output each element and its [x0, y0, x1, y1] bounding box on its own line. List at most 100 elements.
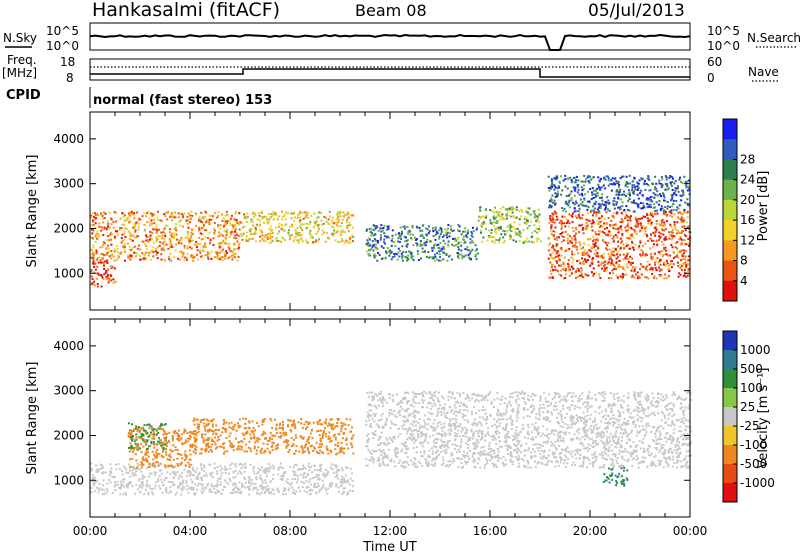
- velocity-scatter-point: [227, 483, 229, 485]
- velocity-scatter-point: [168, 432, 170, 434]
- velocity-scatter-point: [203, 440, 205, 442]
- velocity-scatter-point: [239, 448, 241, 450]
- power-scatter-point: [528, 241, 530, 243]
- velocity-scatter-point: [165, 423, 167, 425]
- velocity-scatter-point: [201, 453, 203, 455]
- velocity-scatter-point: [251, 479, 253, 481]
- power-scatter-point: [562, 262, 564, 264]
- power-scatter-point: [191, 248, 193, 250]
- power-scatter-point: [660, 195, 662, 197]
- power-scatter-point: [620, 208, 622, 210]
- velocity-scatter-point: [282, 475, 284, 477]
- power-scatter-point: [671, 266, 673, 268]
- power-scatter-point: [161, 249, 163, 251]
- power-scatter-point: [661, 241, 663, 243]
- power-scatter-point: [416, 245, 418, 247]
- velocity-scatter-point: [105, 472, 107, 474]
- power-scatter-point: [300, 224, 302, 226]
- power-scatter-point: [587, 238, 589, 240]
- power-scatter-point: [629, 210, 631, 212]
- power-scatter-point: [660, 275, 662, 277]
- colorbar-segment: [723, 139, 737, 160]
- power-scatter-point: [226, 252, 228, 254]
- power-scatter-point: [387, 226, 389, 228]
- power-scatter-point: [97, 283, 99, 285]
- power-scatter-point: [438, 238, 440, 240]
- power-scatter-point: [620, 276, 622, 278]
- power-scatter-point: [599, 197, 601, 199]
- velocity-scatter-point: [142, 484, 144, 486]
- power-scatter-point: [186, 220, 188, 222]
- velocity-scatter-point: [295, 450, 297, 452]
- velocity-scatter-point: [226, 482, 228, 484]
- power-scatter-point: [683, 209, 685, 211]
- power-scatter-point: [607, 200, 609, 202]
- power-scatter-point: [534, 213, 536, 215]
- power-scatter-point: [238, 247, 240, 249]
- velocity-scatter-point: [272, 478, 274, 480]
- velocity-scatter-point: [256, 422, 258, 424]
- power-scatter-point: [181, 238, 183, 240]
- power-scatter-point: [595, 233, 597, 235]
- power-scatter-point: [230, 231, 232, 233]
- power-scatter-point: [195, 225, 197, 227]
- velocity-scatter-point: [241, 485, 243, 487]
- power-scatter-point: [672, 229, 674, 231]
- power-scatter-point: [586, 209, 588, 211]
- power-scatter-point: [618, 264, 620, 266]
- power-scatter-point: [601, 255, 603, 257]
- velocity-scatter-point: [127, 487, 129, 489]
- power-scatter-point: [632, 247, 634, 249]
- power-scatter-point: [565, 203, 567, 205]
- power-scatter-point: [457, 252, 459, 254]
- power-scatter-point: [605, 211, 607, 213]
- power-scatter-point: [461, 257, 463, 259]
- power-scatter-point: [641, 249, 643, 251]
- power-scatter-point: [639, 179, 641, 181]
- velocity-scatter-point: [179, 484, 181, 486]
- power-scatter-point: [549, 262, 551, 264]
- power-scatter-point: [500, 218, 502, 220]
- power-scatter-point: [341, 238, 343, 240]
- power-scatter-point: [150, 213, 152, 215]
- power-scatter-point: [616, 253, 618, 255]
- power-scatter-point: [522, 229, 524, 231]
- power-scatter-point: [224, 252, 226, 254]
- power-scatter-point: [661, 221, 663, 223]
- power-scatter-point: [671, 239, 673, 241]
- power-scatter-point: [646, 214, 648, 216]
- power-scatter-point: [268, 213, 270, 215]
- power-scatter-point: [204, 254, 206, 256]
- power-scatter-point: [481, 241, 483, 243]
- power-scatter-point: [671, 212, 673, 214]
- velocity-scatter-point: [194, 439, 196, 441]
- velocity-scatter-point: [346, 437, 348, 439]
- power-scatter-point: [591, 263, 593, 265]
- power-scatter-point: [305, 227, 307, 229]
- power-scatter-point: [204, 236, 206, 238]
- power-scatter-point: [121, 237, 123, 239]
- power-scatter-point: [449, 235, 451, 237]
- power-scatter-point: [124, 220, 126, 222]
- power-scatter-point: [344, 242, 346, 244]
- power-scatter-point: [219, 256, 221, 258]
- power-scatter-point: [401, 245, 403, 247]
- power-scatter-point: [567, 234, 569, 236]
- power-scatter-point: [116, 245, 118, 247]
- power-scatter-point: [603, 265, 605, 267]
- power-scatter-point: [94, 212, 96, 214]
- velocity-scatter-point: [135, 436, 137, 438]
- velocity-scatter-point: [285, 480, 287, 482]
- power-scatter-point: [451, 244, 453, 246]
- power-scatter-point: [551, 266, 553, 268]
- velocity-scatter-point: [317, 423, 319, 425]
- velocity-scatter-point: [246, 432, 248, 434]
- velocity-scatter-point: [338, 491, 340, 493]
- velocity-scatter-point: [189, 464, 191, 466]
- power-scatter-point: [553, 235, 555, 237]
- velocity-scatter-point: [96, 480, 98, 482]
- power-scatter-point: [350, 241, 352, 243]
- velocity-scatter-point: [107, 490, 109, 492]
- velocity-scatter-point: [499, 425, 501, 427]
